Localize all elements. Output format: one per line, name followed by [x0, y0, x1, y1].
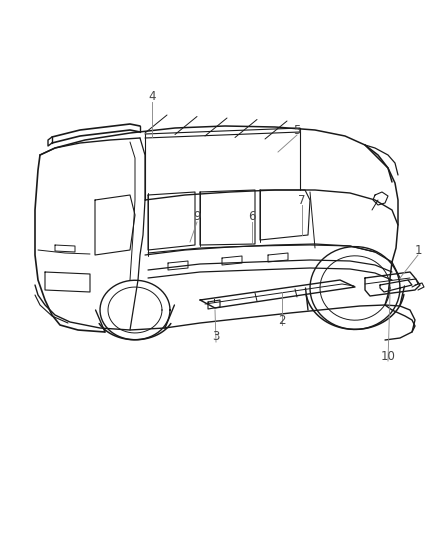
Text: 4: 4: [148, 91, 156, 103]
Text: 6: 6: [248, 211, 256, 223]
Text: 10: 10: [381, 350, 396, 362]
Text: 9: 9: [193, 211, 201, 223]
Text: 5: 5: [293, 124, 301, 136]
Text: 2: 2: [278, 313, 286, 327]
Text: 3: 3: [212, 330, 220, 343]
Text: 1: 1: [414, 244, 422, 256]
Text: 7: 7: [298, 193, 306, 206]
